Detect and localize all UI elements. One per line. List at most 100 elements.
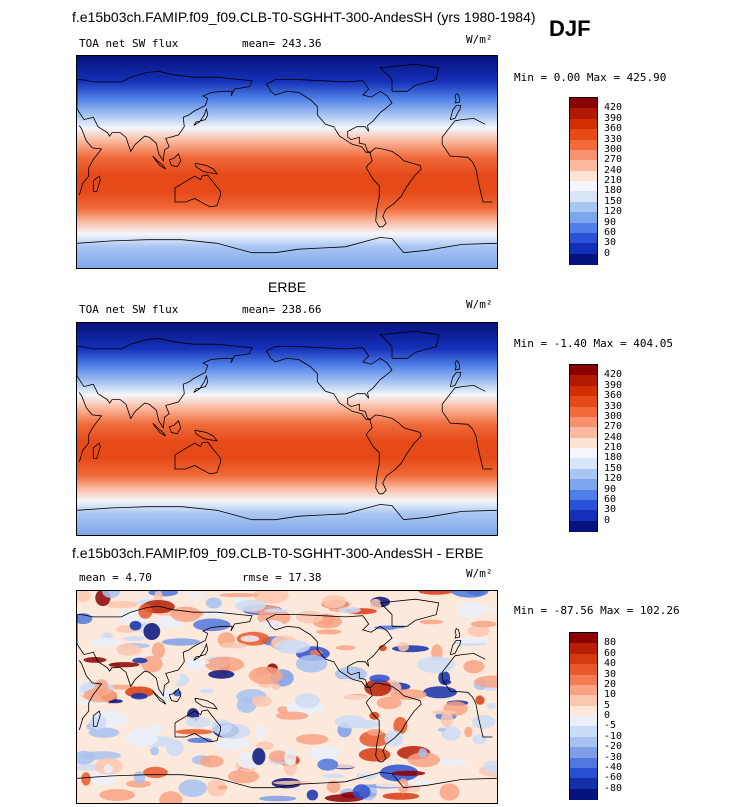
map-anomaly xyxy=(271,683,281,690)
panel2-mean: mean= 238.66 xyxy=(242,303,322,316)
map-anomaly xyxy=(431,710,458,715)
map-anomaly xyxy=(391,770,426,776)
panel2-colorbar-swatch xyxy=(570,499,597,511)
panel3-colorbar-label: -10 xyxy=(604,730,623,742)
panel2-colorbar-label: 90 xyxy=(604,483,617,495)
panel1-colorbar-label: 420 xyxy=(604,102,623,114)
map-anomaly xyxy=(158,669,181,686)
panel2-colorbar-label: 240 xyxy=(604,431,623,443)
panel3-colorbar-swatch xyxy=(570,695,597,707)
map-anomaly xyxy=(87,771,117,786)
map-anomaly xyxy=(464,726,473,738)
panel2-colorbar-label: 360 xyxy=(604,390,623,402)
map-anomaly xyxy=(277,706,289,714)
main-title: f.e15b03ch.FAMIP.f09_f09.CLB-T0-SGHHT-30… xyxy=(72,9,536,25)
map-anomaly xyxy=(254,726,265,740)
map-anomaly xyxy=(273,780,313,785)
panel3-colorbar-label: 30 xyxy=(604,668,617,680)
map-canvas xyxy=(77,591,497,803)
map-anomaly xyxy=(83,657,107,663)
map-anomaly xyxy=(88,727,120,738)
panel3-colorbar-label: 20 xyxy=(604,678,617,690)
coastline xyxy=(77,330,497,521)
panel2-units: W/m² xyxy=(466,298,493,311)
panel2-colorbar-label: 0 xyxy=(604,514,611,526)
map-anomaly xyxy=(83,688,118,703)
map-anomaly xyxy=(77,591,91,602)
panel1-colorbar-swatch xyxy=(570,212,597,223)
panel3-colorbar-swatch xyxy=(570,664,597,675)
panel3-colorbar-label: -30 xyxy=(604,751,623,763)
panel3-rmse: rmse = 17.38 xyxy=(242,571,322,584)
map-anomaly xyxy=(205,597,222,609)
season-label: DJF xyxy=(549,16,591,41)
panel2-colorbar-swatch xyxy=(570,416,597,428)
panel1-colorbar-swatch xyxy=(570,170,597,182)
panel3-colorbar-swatch xyxy=(570,726,597,738)
map-anomaly xyxy=(130,692,148,700)
map-anomaly xyxy=(138,603,153,619)
panel1-colorbar-swatch xyxy=(570,232,597,244)
panel1-colorbar-swatch xyxy=(570,149,597,161)
panel3-colorbar-swatch xyxy=(570,653,597,665)
map-anomaly xyxy=(467,625,490,637)
panel3-colorbar-swatch xyxy=(570,767,597,779)
map-anomaly xyxy=(122,635,146,642)
panel3-colorbar-swatch xyxy=(570,736,597,748)
map-anomaly xyxy=(309,745,340,762)
map-anomaly xyxy=(187,737,213,743)
panel1-variable: TOA net SW flux xyxy=(79,37,179,50)
panel1-colorbar-label: 30 xyxy=(604,237,617,249)
panel2-colorbar-swatch xyxy=(570,427,597,439)
panel3-colorbar-label: 80 xyxy=(604,637,617,649)
map-anomaly xyxy=(116,643,142,656)
map-anomaly xyxy=(143,623,161,640)
map-anomaly xyxy=(147,724,164,735)
map-anomaly xyxy=(438,670,451,685)
map-field xyxy=(77,56,497,268)
panel1-colorbar-swatch xyxy=(570,253,597,265)
panel1-mean: mean= 243.36 xyxy=(242,37,322,50)
map-anomaly xyxy=(211,719,233,735)
map-anomaly xyxy=(99,789,136,801)
map-anomaly xyxy=(474,675,497,688)
map-anomaly xyxy=(199,689,215,694)
panel3-map xyxy=(76,590,498,804)
map-anomaly xyxy=(268,750,288,763)
panel3-colorbar-swatch xyxy=(570,778,597,790)
map-anomaly xyxy=(295,610,324,624)
map-anomaly xyxy=(322,773,344,779)
map-anomaly xyxy=(219,642,248,649)
panel1-colorbar-label: 240 xyxy=(604,164,623,176)
map-anomaly xyxy=(457,602,486,618)
panel1-colorbar-label: 330 xyxy=(604,133,623,145)
map-anomaly xyxy=(402,780,436,786)
map-anomaly xyxy=(228,769,260,784)
panel2-colorbar-label: 300 xyxy=(604,410,623,422)
panel3-colorbar-swatch xyxy=(570,788,597,800)
map-anomaly xyxy=(208,670,235,679)
map-anomaly xyxy=(437,727,446,732)
map-anomaly xyxy=(296,734,329,745)
map-anomaly xyxy=(306,789,319,801)
panel2-colorbar-swatch xyxy=(570,520,597,532)
map-anomaly xyxy=(102,591,121,598)
map-anomaly xyxy=(334,694,371,703)
panel1-colorbar-label: 120 xyxy=(604,206,623,218)
map-field xyxy=(77,323,497,535)
map-anomaly xyxy=(219,592,260,598)
map-canvas xyxy=(77,323,497,535)
panel2-map xyxy=(76,322,498,536)
map-anomaly xyxy=(108,662,140,668)
map-anomaly xyxy=(81,751,121,760)
map-anomaly xyxy=(419,619,444,625)
panel2-header: ERBE xyxy=(268,279,307,295)
map-anomaly xyxy=(418,591,454,595)
map-anomaly xyxy=(369,598,382,610)
map-anomaly xyxy=(259,620,284,629)
map-anomaly xyxy=(463,660,485,674)
panel1-colorbar-label: 300 xyxy=(604,143,623,155)
map-anomaly xyxy=(91,637,120,648)
panel2-colorbar-label: 390 xyxy=(604,379,623,391)
map-anomaly xyxy=(295,693,320,709)
